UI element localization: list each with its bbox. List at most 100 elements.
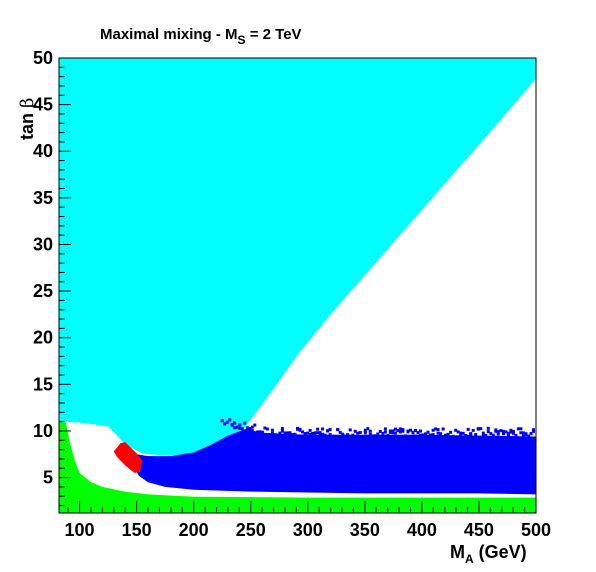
region-region-red <box>113 442 143 473</box>
scan-point <box>451 434 455 438</box>
scan-point <box>406 429 410 433</box>
scan-point <box>313 434 317 438</box>
scan-point <box>501 432 505 436</box>
scan-point <box>521 431 525 435</box>
scan-point <box>280 429 284 433</box>
scan-point <box>401 428 405 432</box>
scan-point <box>466 427 470 431</box>
scan-point <box>326 429 330 433</box>
x-tick-label: 100 <box>65 520 95 540</box>
x-tick-label: 450 <box>464 520 494 540</box>
scan-point <box>509 428 513 432</box>
scan-point <box>519 431 523 435</box>
y-tick-label: 20 <box>33 328 53 348</box>
scan-point <box>459 431 463 435</box>
scan-point <box>486 426 490 430</box>
region-excluded-cyan <box>59 58 536 456</box>
scan-point <box>336 428 340 431</box>
x-axis-title: MA (GeV) <box>450 542 527 566</box>
x-tick-label: 500 <box>521 520 551 540</box>
scan-point <box>414 434 417 438</box>
scan-point <box>424 434 427 438</box>
scan-point <box>383 430 387 434</box>
scan-point <box>248 429 252 432</box>
scan-point <box>316 431 320 435</box>
x-tick-label: 350 <box>350 520 380 540</box>
scan-point <box>396 429 400 433</box>
scan-point <box>293 432 297 436</box>
scan-point <box>419 429 422 433</box>
scan-point <box>348 428 352 432</box>
scan-point <box>311 432 315 435</box>
scan-point <box>393 431 397 435</box>
scan-point <box>220 419 224 423</box>
scan-point <box>496 432 500 436</box>
scan-point <box>296 426 299 430</box>
scan-point <box>286 431 289 435</box>
scan-point <box>439 432 443 436</box>
scan-point <box>516 427 520 431</box>
scan-point <box>313 431 317 435</box>
scan-point <box>368 429 372 433</box>
scan-point <box>471 428 475 432</box>
scan-point <box>421 433 425 437</box>
scan-point <box>318 431 322 435</box>
scan-point <box>441 427 445 431</box>
scan-point <box>368 432 372 436</box>
scan-point <box>358 431 362 434</box>
scan-point <box>524 433 528 436</box>
scan-point <box>511 429 515 433</box>
scan-point <box>386 434 390 437</box>
y-tick-label: 30 <box>33 234 53 254</box>
scan-point <box>288 431 292 435</box>
scan-point <box>346 433 350 437</box>
scan-point <box>308 428 312 432</box>
scan-point <box>318 434 322 437</box>
scan-point <box>469 432 473 436</box>
scan-point <box>371 434 375 438</box>
scan-point <box>353 429 357 433</box>
scan-point <box>343 434 347 438</box>
scan-point <box>514 433 518 437</box>
scan-scatter-points <box>220 418 535 438</box>
scan-point <box>506 434 510 437</box>
scan-point <box>278 431 282 435</box>
scan-point <box>479 427 483 431</box>
scan-point <box>338 430 342 434</box>
scan-point <box>474 433 478 437</box>
scan-point <box>263 426 267 430</box>
scan-point <box>456 430 460 434</box>
scan-point <box>532 429 535 433</box>
scan-point <box>464 434 468 437</box>
scan-point <box>316 427 320 431</box>
scan-point <box>398 427 402 431</box>
scan-point <box>404 434 407 438</box>
region-scan-blue <box>127 429 536 495</box>
y-tick-label: 5 <box>43 468 53 488</box>
scan-point <box>436 431 440 435</box>
scan-point <box>308 432 312 436</box>
scan-point <box>489 432 493 436</box>
scan-point <box>481 431 485 435</box>
scan-point <box>378 430 382 433</box>
scan-point <box>411 431 415 435</box>
scan-point <box>436 428 440 432</box>
scan-point <box>527 434 530 438</box>
scan-point <box>496 430 500 434</box>
scan-point <box>511 431 515 435</box>
scan-point <box>373 434 377 438</box>
x-axis: 100 150 200 250 300 350 400 450 500 <box>65 501 551 540</box>
scan-point <box>519 427 523 431</box>
scan-point <box>529 432 533 436</box>
scan-point <box>401 429 405 433</box>
scan-point <box>501 429 505 433</box>
x-tick-label: 200 <box>179 520 209 540</box>
plot-frame <box>58 57 537 514</box>
scan-point <box>248 427 252 431</box>
scan-point <box>416 431 420 435</box>
x-tick-label: 400 <box>407 520 437 540</box>
scan-point <box>381 431 385 435</box>
scan-point <box>258 431 262 435</box>
scan-point <box>275 434 279 438</box>
scan-point <box>459 434 463 438</box>
